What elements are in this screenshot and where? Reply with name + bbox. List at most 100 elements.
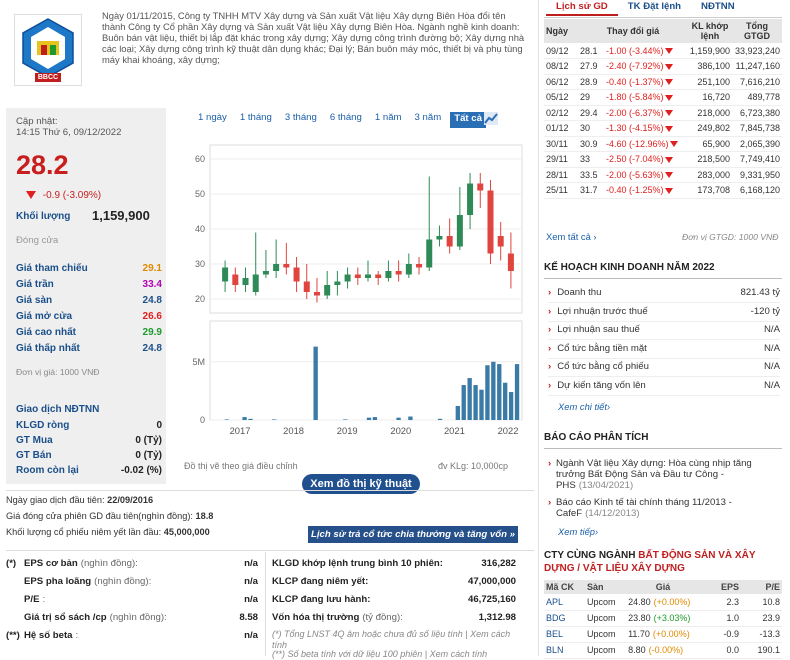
market-row-label: KLCP đang niêm yết: [272,576,369,587]
peer-change: (+0.00%) [652,629,690,639]
volume-bar [508,392,514,420]
row-value: 489,778 [731,89,782,106]
peer-title-a: CTY CÙNG NGÀNH [544,550,636,561]
plan-row: Dự kiến tăng vốn lên N/A [548,380,780,396]
range-tab[interactable]: 3 năm [414,112,442,123]
candle [334,271,341,296]
chart-range-tabs: 1 ngày 1 tháng 3 tháng 6 tháng 1 năm 3 năm Tất… [198,112,499,128]
analysis-item[interactable]: Ngành Vật liệu Xây dựng: Hòa cùng nhịp t… [548,458,780,491]
updated-label: Cập nhật: [16,116,58,127]
market-row-value: 1,312.98 [478,612,516,623]
table-row: 06/12 28.9 -0.40 (-1.37%) 251,100 7,616,210 [544,74,782,90]
right-tabs: Lịch sử GD TK Đặt lệnh NĐTNN [546,0,745,16]
current-price: 28.2 [16,150,69,180]
market-row-label-wrap: Vốn hóa thị trường (tỷ đồng): [272,612,403,623]
row-date: 01/12 [544,120,578,137]
row-change-cell: -2.50 (-7.04%) [603,151,688,168]
range-tab[interactable]: 1 năm [374,112,402,123]
first-volume-label: Khối lượng cổ phiếu niêm yết lần đầu: [6,527,162,537]
table-row[interactable]: BDG Upcom 23.80 (+3.03%) 1.0 23.9 [544,610,782,627]
foreign-row-label: KLGD ròng [16,420,70,431]
range-tab[interactable]: Tất cả [450,112,486,128]
volume-bar [455,406,460,420]
trade-history-table: Ngày Thay đổi giá KL khớp lệnh Tổng GTGD… [544,19,782,199]
right-tab[interactable]: Lịch sử GD [546,0,618,16]
market-row-label-wrap: KLCP đang niêm yết: [272,576,368,587]
plan-title: KẾ HOẠCH KINH DOANH NĂM 2022 [544,262,715,273]
volume-bar [473,385,478,420]
foreign-row: KLGD ròng 0 [16,420,162,431]
financial-row-sub: (nghìn đồng): [94,576,152,587]
financial-row-label: Giá trị sổ sách /cp [24,612,107,623]
plan-more-link[interactable]: Xem chi tiết› [558,401,611,412]
row-change: -4.60 (-12.96%) [605,138,669,149]
peer-col-eps: EPS [699,580,741,594]
row-divider [548,357,780,359]
range-tab[interactable]: 6 tháng [329,112,362,123]
volume-bar [372,417,378,420]
volume-ytick: 0 [200,415,205,425]
peer-col-exch: Sàn [585,580,627,594]
row-value: 6,723,380 [731,105,782,121]
row-date: 05/12 [544,89,578,106]
peer-code[interactable]: APL [544,594,586,611]
peer-header-row: Mã CK Sàn Giá EPS P/E [544,580,782,594]
candle-body [252,274,259,292]
row-value: 7,845,738 [731,120,782,137]
change-wrap: -0.9 (-3.09%) [26,190,101,201]
right-tab[interactable]: TK Đặt lệnh [627,1,682,12]
col-value: Tổng GTGD [731,19,782,43]
technical-chart-button[interactable]: Xem đồ thị kỹ thuật [302,474,420,494]
financial-row: (**) Hệ số beta: n/a [6,630,258,641]
volume-bar [514,364,520,420]
candle [324,271,331,299]
peer-price: 23.80 [628,613,651,623]
volume-bar [491,361,496,420]
range-tab[interactable]: 1 tháng [239,112,272,123]
range-tab[interactable]: 3 tháng [284,112,317,123]
market-row: Vốn hóa thị trường (tỷ đồng): 1,312.98 [272,612,516,623]
foreign-row-label: GT Bán [16,450,52,461]
analysis-item[interactable]: Báo cáo Kinh tế tài chính tháng 11/2013 … [548,497,780,519]
row-price: 27.9 [577,58,604,75]
table-row[interactable]: APL Upcom 24.80 (+0.00%) 2.3 10.8 [544,594,782,611]
candle-body [446,236,453,247]
dividend-history-button[interactable]: Lịch sử trả cổ tức chia thưởng và tăng v… [308,526,518,543]
row-price: 28.9 [577,74,604,90]
divider [544,278,782,279]
volume-bar [467,378,472,420]
price-ytick: 30 [195,259,205,269]
table-header-row: Ngày Thay đổi giá KL khớp lệnh Tổng GTGD [544,19,782,43]
candle [365,260,371,282]
right-tab[interactable]: NĐTNN [701,1,735,12]
volume-bar [503,382,508,420]
row-volume: 386,100 [687,58,732,75]
candle-body [365,274,371,278]
range-tab[interactable]: 1 ngày [198,112,227,123]
analysis-more-link[interactable]: Xem tiếp› [558,526,599,537]
peer-code[interactable]: BDG [544,610,586,627]
peer-eps: -0.9 [699,626,741,643]
peer-price: 24.80 [628,596,651,607]
row-change: -0.40 (-1.25%) [605,185,664,196]
candle [354,267,361,285]
row-price: 31.7 [577,182,604,199]
row-change: -1.00 (-3.44%) [605,45,664,56]
chart-type-icon[interactable] [484,112,498,128]
see-all-link[interactable]: Xem tất cả › [546,231,597,242]
row-date: 30/11 [544,136,578,152]
financial-row-value: n/a [244,576,258,587]
peer-title-b[interactable]: BẤT ĐỘNG SẢN VÀ XÂY DỰNG / VẬT LIỆU XÂY … [544,550,756,574]
divider [6,490,534,491]
table-row[interactable]: BLN Upcom 8.80 (-0.00%) 0.0 190.1 [544,642,782,659]
foreign-title: Giao dịch NĐTNN [16,404,100,415]
row-price: 33 [577,151,604,168]
peer-code[interactable]: BEL [544,626,586,643]
row-date: 29/11 [544,151,578,168]
candle-body [405,264,412,275]
candle-body [497,236,504,247]
table-row[interactable]: BEL Upcom 11.70 (+0.00%) -0.9 -13.3 [544,626,782,643]
financial-row-label-wrap: (*) EPS cơ bản (nghìn đồng): [6,558,138,569]
plan-row: Lợi nhuận trước thuế -120 tỷ [548,306,780,322]
chart-note-left: Đồ thị vẽ theo giá điều chỉnh [184,461,298,471]
